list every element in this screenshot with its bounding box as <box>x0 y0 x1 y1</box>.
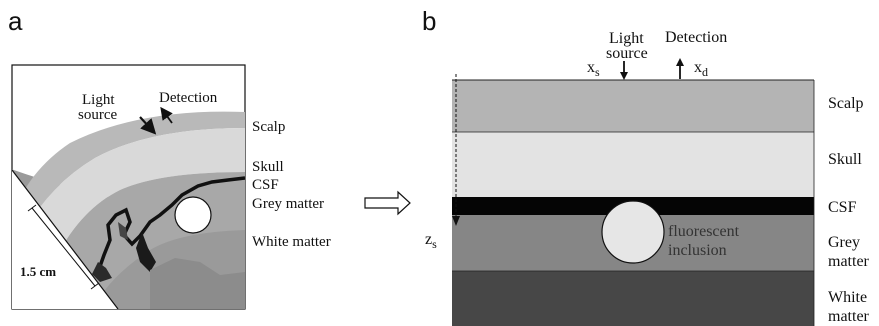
zs-label: zs <box>425 231 437 251</box>
panel-a-scale-label: 1.5 cm <box>20 264 56 279</box>
depth-axis-arrowhead-icon <box>452 216 460 226</box>
panel-a-scalp-label: Scalp <box>252 119 285 135</box>
layer-skull <box>452 132 814 197</box>
xd-label: xd <box>694 59 708 79</box>
fluorescent-inclusion <box>601 200 665 264</box>
panel-a-scale-bar <box>31 207 96 287</box>
panel-a-mri <box>11 64 246 310</box>
panel-b-light-label-2: source <box>606 45 648 62</box>
panel-a-white-label: White matter <box>252 234 331 250</box>
panel-b-light-label-1: Light <box>609 30 644 47</box>
panel-a-light-label-2: source <box>78 107 117 123</box>
panel-b-grey-label-2: matter <box>828 253 870 270</box>
panel-a-letter: a <box>8 6 23 36</box>
xs-label: xs <box>587 59 600 79</box>
panel-a-detection-label: Detection <box>159 90 218 106</box>
panel-a-skull-label: Skull <box>252 159 284 175</box>
panel-b-csf-label: CSF <box>828 199 857 216</box>
panel-a-grey-label: Grey matter <box>252 196 324 212</box>
panel-b-scalp-label: Scalp <box>828 95 864 112</box>
inclusion-label-1: fluorescent <box>668 223 740 240</box>
panel-b-white-label-2: matter <box>828 308 870 325</box>
light-arrow-head-icon <box>620 72 628 80</box>
layer-white-matter <box>452 271 814 326</box>
inclusion-label-2: inclusion <box>668 242 727 259</box>
panel-b-detection-label: Detection <box>665 29 727 46</box>
panel-b-letter: b <box>422 6 436 36</box>
transition-arrow-icon <box>364 190 411 216</box>
panel-b-layers <box>452 79 815 326</box>
panel-a-light-label-1: Light <box>82 92 115 108</box>
panel-a-detection-arrow <box>160 106 173 124</box>
detection-arrow-head-icon <box>676 58 684 66</box>
panel-b-white-label-1: White <box>828 289 867 306</box>
panel-a-csf-label: CSF <box>252 177 279 193</box>
panel-b-grey-label-1: Grey <box>828 234 860 251</box>
layer-scalp <box>452 80 814 132</box>
panel-a-light-arrow <box>139 116 157 135</box>
panel-b-skull-label: Skull <box>828 151 862 168</box>
